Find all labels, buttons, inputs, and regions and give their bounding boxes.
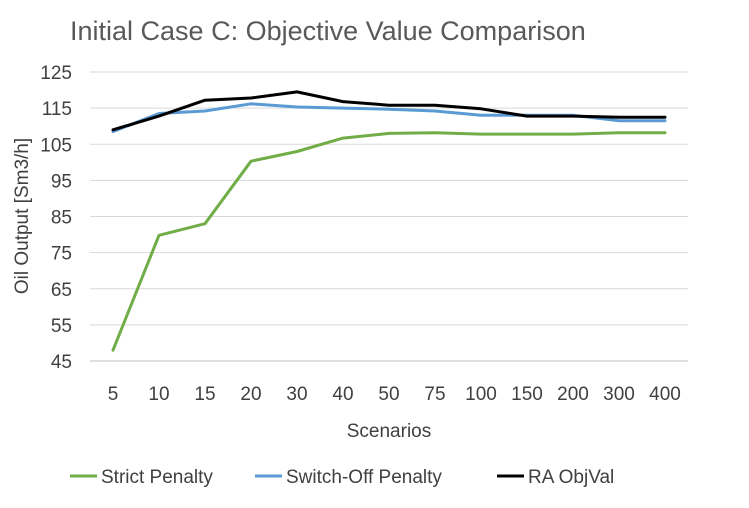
x-tick-label: 200 (557, 384, 589, 405)
x-tick-label: 150 (511, 384, 543, 405)
legend-label: Strict Penalty (101, 467, 213, 488)
y-tick-label: 65 (51, 280, 72, 301)
x-tick-label: 40 (332, 384, 353, 405)
legend-label: Switch-Off Penalty (286, 467, 442, 488)
y-tick-label: 75 (51, 244, 72, 265)
x-tick-label: 30 (286, 384, 307, 405)
x-tick-label: 10 (148, 384, 169, 405)
gridlines (90, 71, 688, 326)
series-line-ra-objval (111, 90, 667, 132)
y-tick-label: 85 (51, 208, 72, 229)
x-axis-label: Scenarios (347, 421, 432, 442)
y-tick-label: 125 (40, 63, 72, 84)
x-tick-label: 5 (108, 384, 119, 405)
x-tick-label: 300 (603, 384, 635, 405)
x-tick-label: 100 (465, 384, 497, 405)
y-tick-label: 55 (51, 316, 72, 337)
series-lines (111, 90, 667, 352)
x-tick-label: 15 (194, 384, 215, 405)
legend-label: RA ObjVal (528, 467, 614, 488)
y-tick-label: 115 (42, 99, 72, 120)
x-tick-label: 50 (378, 384, 399, 405)
y-tick-label: 95 (51, 171, 72, 192)
legend: Strict Penalty Switch-Off Penalty RA ObjVa… (70, 467, 614, 488)
x-tick-labels: 5 10 15 20 30 40 50 75 100 150 200 300 400 (108, 384, 681, 405)
y-tick-label: 45 (51, 352, 72, 373)
x-tick-label: 400 (649, 384, 681, 405)
y-tick-labels: 45 55 65 75 85 95 105 115 125 (40, 63, 72, 373)
y-axis-label: Oil Output [Sm3/h] (12, 138, 33, 294)
x-tick-label: 75 (424, 384, 445, 405)
series-line-strict-penalty (111, 131, 667, 352)
x-tick-label: 20 (240, 384, 261, 405)
y-tick-label: 105 (40, 135, 72, 156)
chart-title: Initial Case C: Objective Value Comparis… (70, 16, 586, 46)
